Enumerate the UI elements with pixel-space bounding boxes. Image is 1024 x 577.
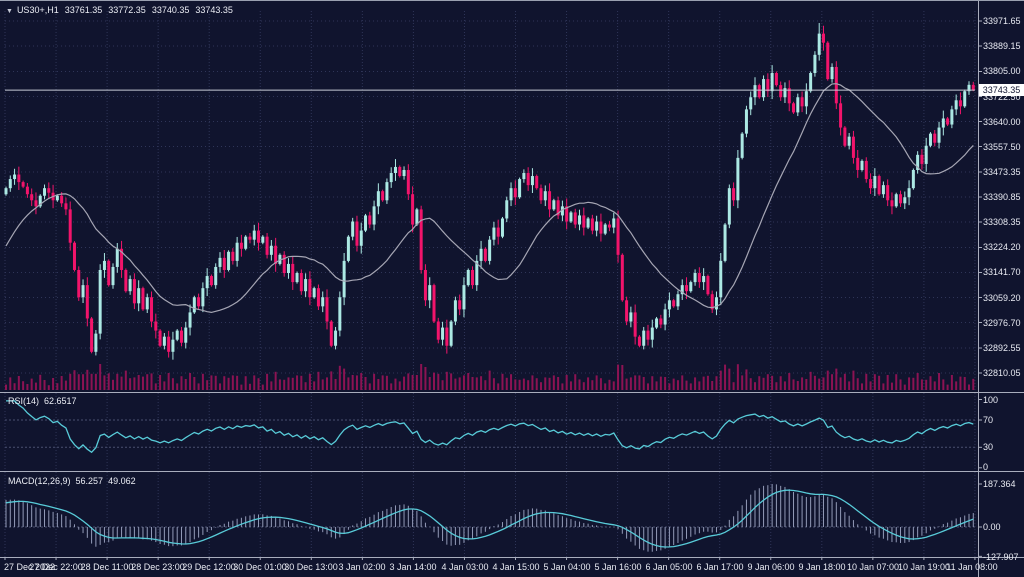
- price-axis-label: 33059.20: [983, 293, 1021, 303]
- time-axis-label: 4 Jan 15:00: [492, 562, 540, 572]
- time-axis-label: 5 Jan 04:00: [543, 562, 591, 572]
- ohlc-open: 33761.35: [64, 5, 103, 15]
- macd-axis-label: 187.364: [983, 479, 1016, 489]
- time-axis-label: 10 Jan 07:00: [846, 562, 900, 572]
- macd-name: MACD(12,26,9): [8, 476, 71, 486]
- macd-signal-value: 49.062: [108, 476, 136, 486]
- price-axis-divider: [978, 1, 979, 577]
- chart-title: ▼ US30+,H1 33761.35 33772.35 33740.35 33743.3…: [6, 5, 239, 15]
- symbol-period-label: US30+,H1: [16, 5, 59, 15]
- rsi-axis-label: 0: [983, 462, 989, 472]
- price-axis-label: 33722.50: [983, 92, 1021, 102]
- price-axis-label: 33390.85: [983, 192, 1021, 202]
- time-axis-label: 10 Jan 19:00: [897, 562, 951, 572]
- time-axis-label: 4 Jan 03:00: [441, 562, 489, 572]
- macd-axis-label: -127.907: [983, 552, 1019, 562]
- price-axis-label: 32810.05: [983, 368, 1021, 378]
- time-axis-label: 28 Dec 23:00: [131, 562, 185, 572]
- time-axis-label: 29 Dec 12:00: [182, 562, 236, 572]
- macd-main-value: 56.257: [75, 476, 104, 486]
- panel-separator-macd-time: [0, 557, 1024, 558]
- price-axis-label: 33308.35: [983, 217, 1021, 227]
- time-axis-label: 27 Dec 22:00: [29, 562, 83, 572]
- time-axis-label: 3 Jan 02:00: [338, 562, 386, 572]
- time-axis-label: 3 Jan 14:00: [389, 562, 437, 572]
- price-axis-label: 33889.15: [983, 41, 1021, 51]
- time-axis-label: 30 Dec 01:00: [233, 562, 287, 572]
- rsi-value: 62.6517: [44, 396, 77, 406]
- symbol-dropdown-icon[interactable]: ▼: [6, 8, 13, 15]
- time-axis-label: 9 Jan 18:00: [798, 562, 846, 572]
- ohlc-high: 33772.35: [108, 5, 146, 15]
- macd-axis-label: 0.00: [983, 522, 1001, 532]
- time-axis-label: 28 Dec 11:00: [80, 562, 134, 572]
- price-axis-label: 33141.70: [983, 267, 1021, 277]
- time-axis-label: 6 Jan 05:00: [645, 562, 693, 572]
- price-axis-label: 32976.70: [983, 318, 1021, 328]
- price-axis-label: 33640.00: [983, 117, 1021, 127]
- price-axis-label: 32892.55: [983, 343, 1021, 353]
- rsi-indicator-label: RSI(14) 62.6517: [8, 396, 82, 406]
- current-price-tag: 33743.35: [979, 84, 1024, 96]
- panel-separator-main-rsi: [0, 392, 1024, 393]
- time-axis-label: 9 Jan 06:00: [747, 562, 795, 572]
- time-axis-label: 27 Dec 2022: [4, 562, 56, 572]
- time-axis-label: 6 Jan 17:00: [696, 562, 744, 572]
- rsi-axis-label: 70: [983, 415, 994, 425]
- rsi-name: RSI(14): [8, 396, 40, 406]
- price-axis-label: 33805.00: [983, 66, 1021, 76]
- price-axis-label: 33473.35: [983, 167, 1021, 177]
- macd-indicator-label: MACD(12,26,9) 56.257 49.062: [8, 476, 141, 486]
- rsi-axis-label: 30: [983, 442, 994, 452]
- price-axis-label: 33224.20: [983, 242, 1021, 252]
- ohlc-close: 33743.35: [195, 5, 233, 15]
- panel-separator-rsi-macd: [0, 471, 1024, 472]
- price-axis-label: 33557.50: [983, 142, 1021, 152]
- time-axis-label: 5 Jan 16:00: [594, 562, 642, 572]
- time-axis-label: 30 Dec 13:00: [284, 562, 338, 572]
- time-axis-label: 11 Jan 08:00: [946, 562, 998, 572]
- rsi-axis-label: 100: [983, 395, 999, 405]
- ohlc-low: 33740.35: [151, 5, 190, 15]
- price-axis-label: 33971.65: [983, 16, 1021, 26]
